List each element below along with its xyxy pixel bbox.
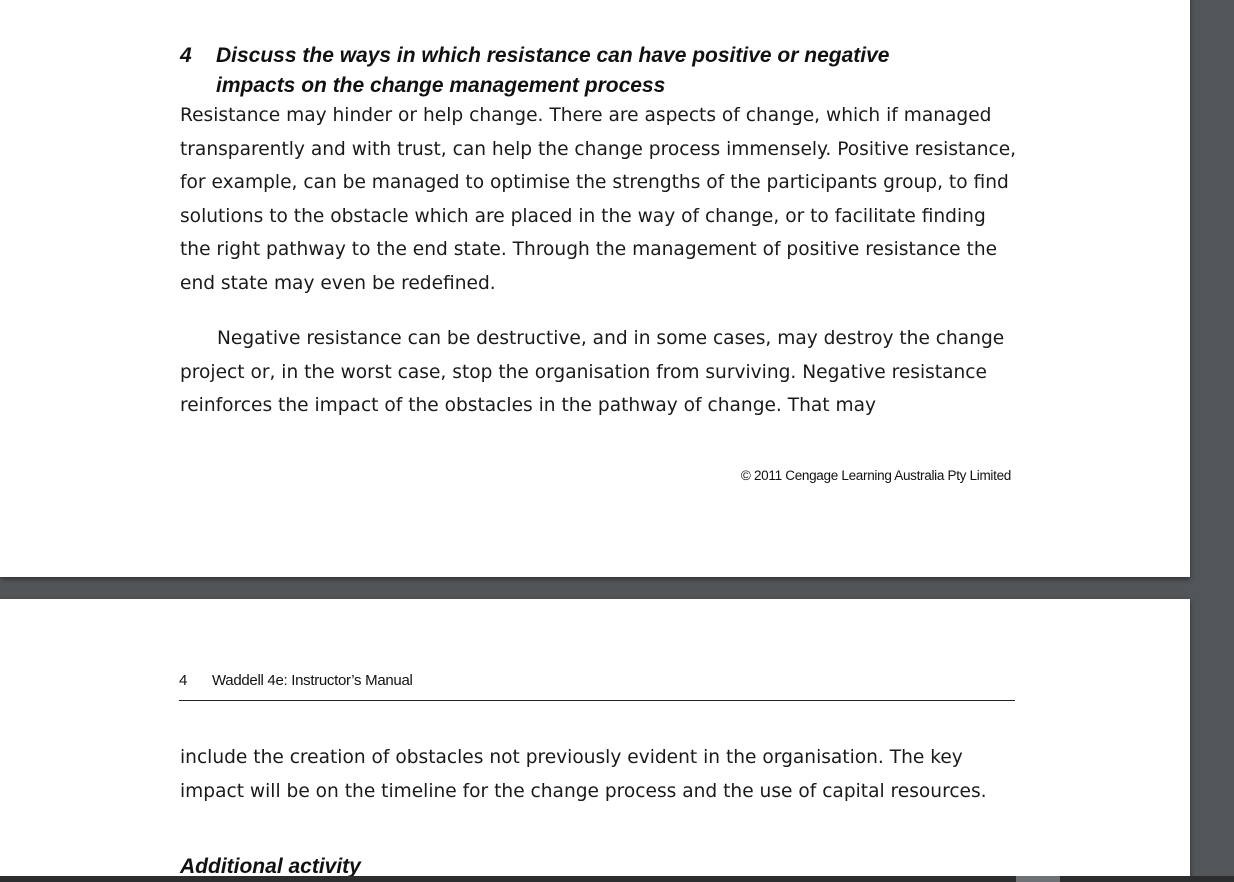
pdf-page: 4 Waddell 4e: Instructor’s Manual includ… (0, 599, 1190, 882)
pdf-page: 4 Discuss the ways in which resistance c… (0, 0, 1190, 577)
header-page-number: 4 (179, 672, 188, 689)
question-text-line-2: impacts on the change management process (216, 74, 666, 97)
copyright-footer: © 2011 Cengage Learning Australia Pty Li… (740, 468, 1011, 483)
continued-paragraph: include the creation of obstacles not pr… (180, 747, 987, 802)
horizontal-scrollbar[interactable] (0, 876, 1234, 882)
answer-paragraph-1: Resistance may hinder or help change. Th… (180, 105, 1017, 294)
running-header: 4 Waddell 4e: Instructor’s Manual (179, 672, 1015, 701)
question-text: Discuss the ways in which resistance can… (216, 41, 1016, 101)
section-heading: Additional activity (180, 855, 361, 878)
answer-paragraph-2: Negative resistance can be destructive, … (180, 328, 1005, 416)
question-text-line-1: Discuss the ways in which resistance can… (216, 44, 890, 67)
question-number: 4 (180, 44, 192, 67)
scrollbar-thumb[interactable] (1016, 876, 1060, 882)
header-title: Waddell 4e: Instructor’s Manual (212, 672, 413, 689)
